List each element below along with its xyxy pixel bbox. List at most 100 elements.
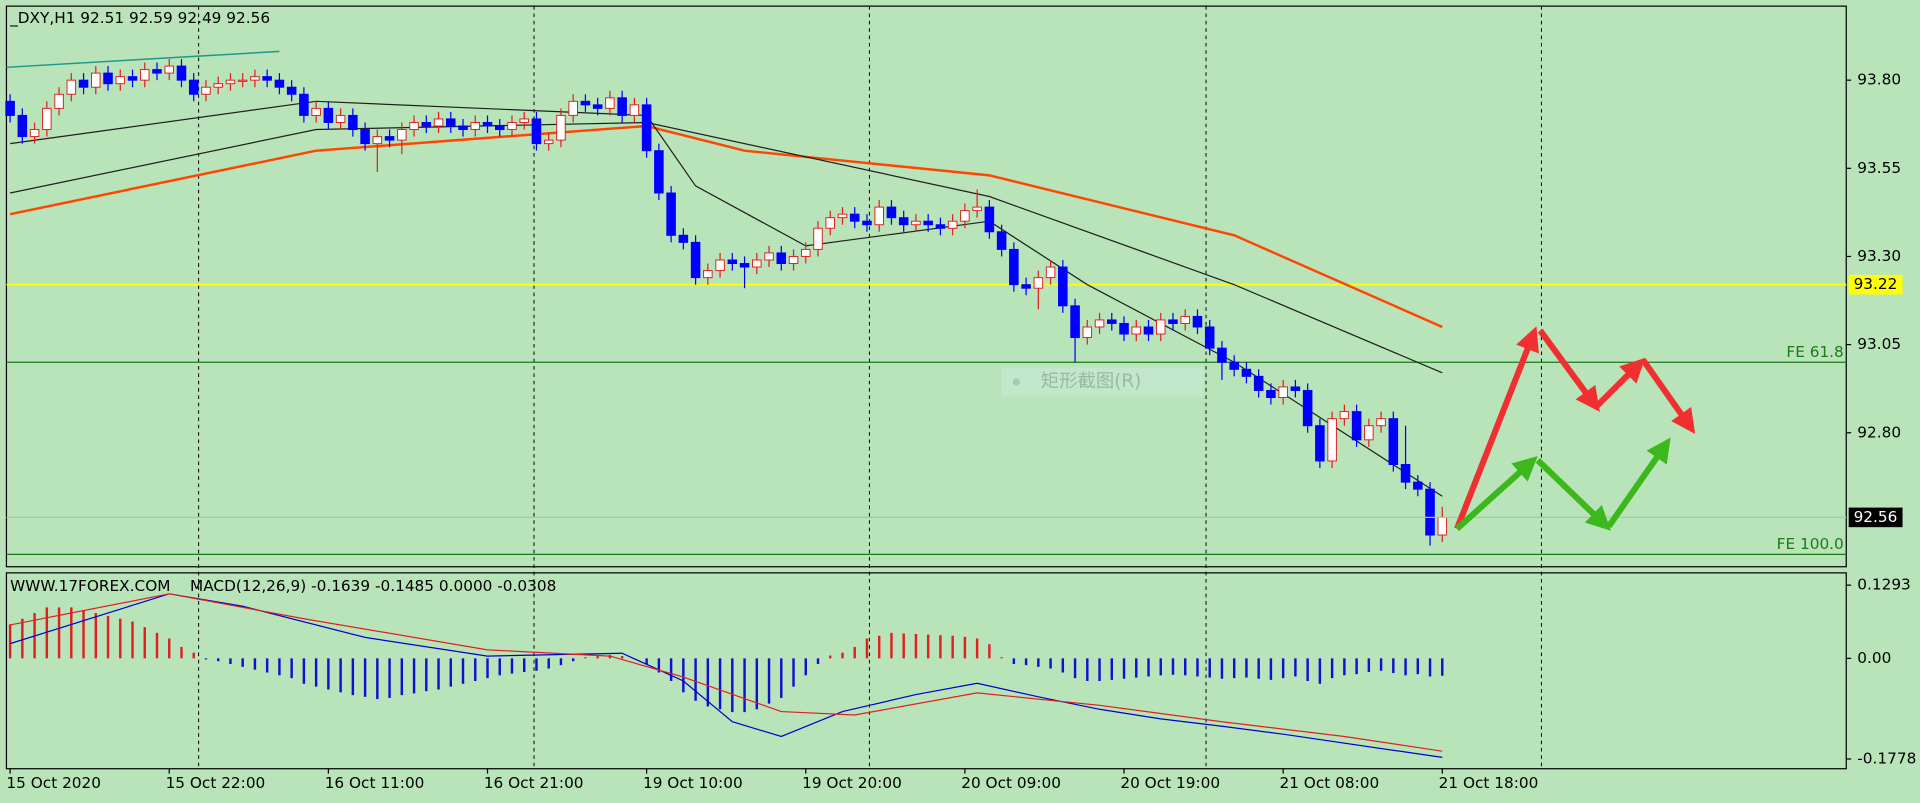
candle-body bbox=[335, 114, 346, 123]
candle-body bbox=[433, 118, 444, 127]
candle-body bbox=[1009, 248, 1019, 286]
y-tick-label: 0.1293 bbox=[1857, 576, 1911, 594]
candle-body bbox=[29, 129, 40, 138]
x-tick-label: 19 Oct 20:00 bbox=[802, 774, 902, 792]
candle-body bbox=[617, 97, 627, 116]
candle-body bbox=[274, 79, 285, 88]
candle-body bbox=[482, 121, 493, 127]
candle-body bbox=[923, 220, 933, 226]
candle-body bbox=[1021, 284, 1031, 289]
candle-body bbox=[641, 104, 652, 152]
candle-body bbox=[1204, 326, 1215, 349]
candle-body bbox=[1155, 319, 1166, 335]
candle-body bbox=[776, 252, 787, 265]
candle-body bbox=[54, 93, 64, 109]
arrow bbox=[1454, 326, 1539, 530]
candle-body bbox=[556, 114, 566, 141]
candle-body bbox=[372, 136, 383, 145]
x-tick-label: 20 Oct 09:00 bbox=[961, 774, 1061, 792]
x-tick-label: 15 Oct 2020 bbox=[6, 774, 101, 792]
main-panel bbox=[5, 5, 1847, 568]
candle-body bbox=[1241, 368, 1252, 377]
candle-body bbox=[470, 121, 481, 131]
candle-body bbox=[1058, 266, 1068, 307]
candle-body bbox=[984, 206, 995, 233]
candle-body bbox=[152, 69, 162, 74]
candle-body bbox=[1437, 516, 1448, 536]
candle-body bbox=[1400, 464, 1411, 483]
candle-body bbox=[715, 259, 725, 272]
candle-body bbox=[837, 213, 848, 219]
candle-body bbox=[237, 79, 248, 82]
candle-body bbox=[311, 107, 321, 116]
candle-body bbox=[972, 206, 982, 212]
arrow bbox=[1454, 456, 1538, 532]
candle-body bbox=[654, 150, 664, 194]
chart-title: _DXY,H1 92.51 92.59 92.49 92.56 bbox=[9, 9, 270, 28]
candle-body bbox=[1339, 411, 1350, 420]
y-tick-label: 0.00 bbox=[1857, 649, 1891, 667]
candle-body bbox=[752, 259, 762, 268]
x-tick-label: 15 Oct 22:00 bbox=[166, 774, 266, 792]
plot: 93.80 93.55 93.30 93.05 92.80 93.22 FE 61.8 FE … bbox=[5, 59, 1916, 792]
candle-body bbox=[1168, 319, 1178, 324]
candle-body bbox=[764, 252, 774, 261]
candle-body bbox=[1131, 326, 1142, 335]
candle-body bbox=[127, 76, 138, 81]
candle-body bbox=[605, 97, 615, 109]
candle-body bbox=[17, 114, 28, 138]
candle-body bbox=[397, 129, 407, 141]
y-tick-label: 92.80 bbox=[1857, 423, 1901, 441]
candle-body bbox=[286, 86, 297, 95]
x-tick-label: 20 Oct 19:00 bbox=[1120, 774, 1220, 792]
candle-body bbox=[739, 263, 750, 268]
candle-body bbox=[103, 72, 113, 85]
y-tick-label: 93.80 bbox=[1857, 71, 1901, 89]
candle-body bbox=[862, 220, 872, 226]
candle-body bbox=[1107, 319, 1117, 324]
level-label: 93.22 bbox=[1854, 275, 1898, 293]
candle-body bbox=[250, 76, 260, 81]
candle-body bbox=[1266, 389, 1276, 398]
candle-body bbox=[1290, 386, 1301, 391]
candle-body bbox=[507, 121, 517, 131]
candle-body bbox=[543, 139, 554, 145]
arrow bbox=[1535, 458, 1611, 531]
candle-body bbox=[1229, 361, 1239, 370]
level-box bbox=[1848, 274, 1903, 295]
trend-line bbox=[6, 50, 280, 69]
candle-body bbox=[1070, 305, 1080, 339]
candle-body bbox=[911, 220, 921, 226]
candle-body bbox=[188, 79, 199, 95]
candle-body bbox=[813, 227, 823, 250]
hint-dot bbox=[1012, 378, 1020, 386]
candle-body bbox=[678, 234, 689, 243]
candle-body bbox=[935, 224, 946, 229]
source-label: WWW.17FOREX.COM bbox=[10, 577, 170, 595]
candle-body bbox=[580, 100, 591, 106]
candle-body bbox=[213, 83, 223, 88]
candle-body bbox=[5, 100, 15, 116]
candle-body bbox=[1302, 389, 1313, 427]
candle-body bbox=[703, 270, 713, 279]
candle-body bbox=[947, 220, 958, 229]
hint-box bbox=[1001, 367, 1204, 397]
indicator-line bbox=[9, 593, 1443, 752]
macd-title: MACD(12,26,9) -0.1639 -0.1485 0.0000 -0.… bbox=[190, 577, 556, 595]
price-box bbox=[1848, 507, 1903, 528]
candle-body bbox=[225, 79, 236, 85]
arrow bbox=[1606, 437, 1671, 529]
candle-body bbox=[592, 104, 603, 109]
candle-body bbox=[78, 79, 89, 88]
candle-body bbox=[1413, 481, 1423, 490]
forecast-arrows bbox=[1454, 326, 1696, 532]
candle-body bbox=[1045, 266, 1056, 279]
candle-body bbox=[690, 241, 701, 279]
candle-body bbox=[115, 76, 126, 85]
level-label: FE 61.8 bbox=[1786, 343, 1843, 361]
candle-body bbox=[1180, 315, 1191, 324]
candle-body bbox=[360, 129, 370, 145]
macd-panel bbox=[5, 572, 1847, 770]
y-tick-label: 93.55 bbox=[1857, 159, 1901, 177]
